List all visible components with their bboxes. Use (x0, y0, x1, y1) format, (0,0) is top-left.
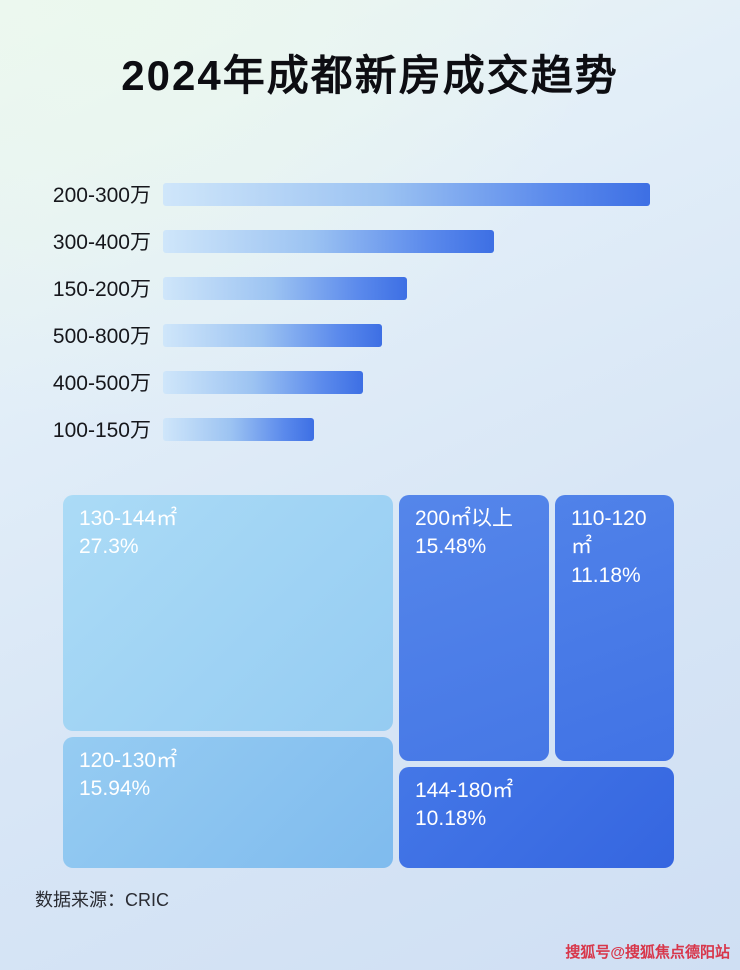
bar-category-label: 500-800万 (52, 325, 151, 348)
treemap-block-label: 144-180㎡ (415, 779, 514, 802)
treemap-block-144-180: 144-180㎡ 10.18% (399, 767, 674, 868)
price-band-bar-chart: 200-300万 300-400万 150-200万 500-800万 400-… (0, 182, 740, 464)
watermark-text: 搜狐号@搜狐焦点德阳站 (565, 944, 730, 961)
bar-track (163, 182, 650, 206)
treemap-block-120-130: 120-130㎡ 15.94% (63, 737, 393, 868)
bar-row: 300-400万 (0, 229, 740, 254)
bar-row: 500-800万 (0, 323, 740, 348)
bar-track (163, 229, 650, 253)
bar-track (163, 370, 650, 394)
page-title: 2024年成都新房成交趋势 (121, 52, 619, 99)
bar-fill (163, 417, 314, 441)
treemap-block-value: 10.18% (415, 807, 487, 831)
bar-row: 150-200万 (0, 276, 740, 301)
treemap-block-value: 27.3% (79, 535, 139, 559)
bar-category-label: 400-500万 (52, 372, 151, 395)
bar-category-label: 150-200万 (52, 278, 151, 301)
treemap-block-label: 200㎡以上 (415, 507, 514, 530)
bar-fill (163, 276, 407, 300)
treemap-block-label: 110-120㎡ (571, 507, 647, 559)
treemap-block-110-120: 110-120㎡ 11.18% (555, 495, 674, 761)
bar-track (163, 276, 650, 300)
treemap-block-130-144: 130-144㎡ 27.3% (63, 495, 393, 731)
bar-row: 100-150万 (0, 417, 740, 442)
data-source-note: 数据来源：CRIC (35, 890, 169, 910)
bar-fill (163, 323, 383, 347)
area-band-treemap: 130-144㎡ 27.3% 120-130㎡ 15.94% 200㎡以上 15… (63, 495, 674, 868)
bar-track (163, 323, 650, 347)
treemap-block-label: 120-130㎡ (79, 749, 178, 772)
treemap-block-value: 11.18% (571, 563, 641, 587)
bar-category-label: 200-300万 (52, 184, 151, 207)
bar-fill (163, 229, 495, 253)
treemap-block-value: 15.48% (415, 535, 487, 559)
bar-category-label: 100-150万 (52, 419, 151, 442)
treemap-block-value: 15.94% (79, 777, 151, 801)
treemap-block-label: 130-144㎡ (79, 507, 178, 530)
bar-fill (163, 370, 363, 394)
bar-fill (163, 182, 650, 206)
bar-row: 400-500万 (0, 370, 740, 395)
treemap-block-200-plus: 200㎡以上 15.48% (399, 495, 549, 761)
bar-track (163, 417, 650, 441)
bar-row: 200-300万 (0, 182, 740, 207)
bar-category-label: 300-400万 (52, 231, 151, 254)
